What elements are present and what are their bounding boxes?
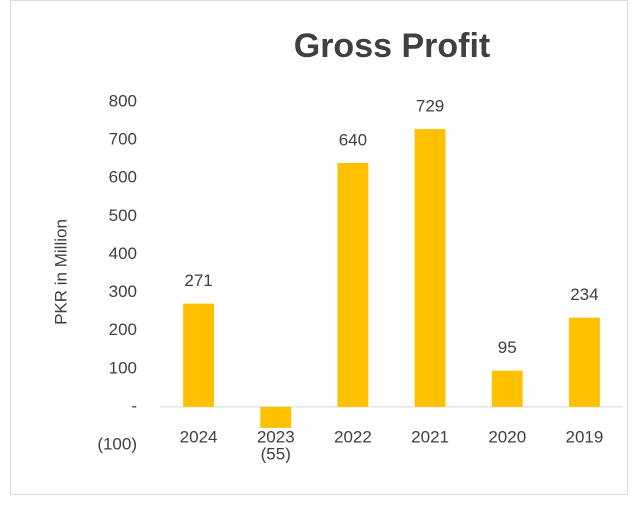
data-label: (55)	[261, 444, 291, 463]
y-tick-label: 200	[109, 320, 137, 339]
bar	[414, 129, 446, 407]
y-tick-label: 300	[109, 282, 137, 301]
y-axis-title: PKR in Million	[51, 219, 70, 325]
x-tick-label: 2019	[566, 427, 604, 446]
y-tick-label: (100)	[97, 434, 137, 453]
y-tick-label: 600	[109, 168, 137, 187]
x-tick-label: 2021	[411, 427, 449, 446]
y-tick-label: 800	[109, 91, 137, 110]
y-tick-label: 100	[109, 358, 137, 377]
x-tick-label: 2022	[334, 427, 372, 446]
chart-border	[10, 0, 628, 495]
data-label: 234	[570, 285, 598, 304]
y-tick-label: -	[131, 396, 137, 415]
x-tick-label: 2024	[180, 427, 218, 446]
x-tick-label: 2023	[257, 427, 295, 446]
bar	[568, 317, 600, 407]
bar	[260, 406, 292, 428]
data-label: 95	[498, 338, 517, 357]
y-tick-label: 700	[109, 130, 137, 149]
y-tick-label: 500	[109, 206, 137, 225]
bar	[183, 303, 215, 407]
bar	[491, 370, 523, 407]
data-label: 271	[184, 271, 212, 290]
y-tick-label: 400	[109, 244, 137, 263]
bar	[337, 162, 369, 407]
chart-title: Gross Profit	[294, 27, 490, 65]
data-label: 640	[339, 130, 367, 149]
data-label: 729	[416, 97, 444, 116]
x-tick-label: 2020	[488, 427, 526, 446]
